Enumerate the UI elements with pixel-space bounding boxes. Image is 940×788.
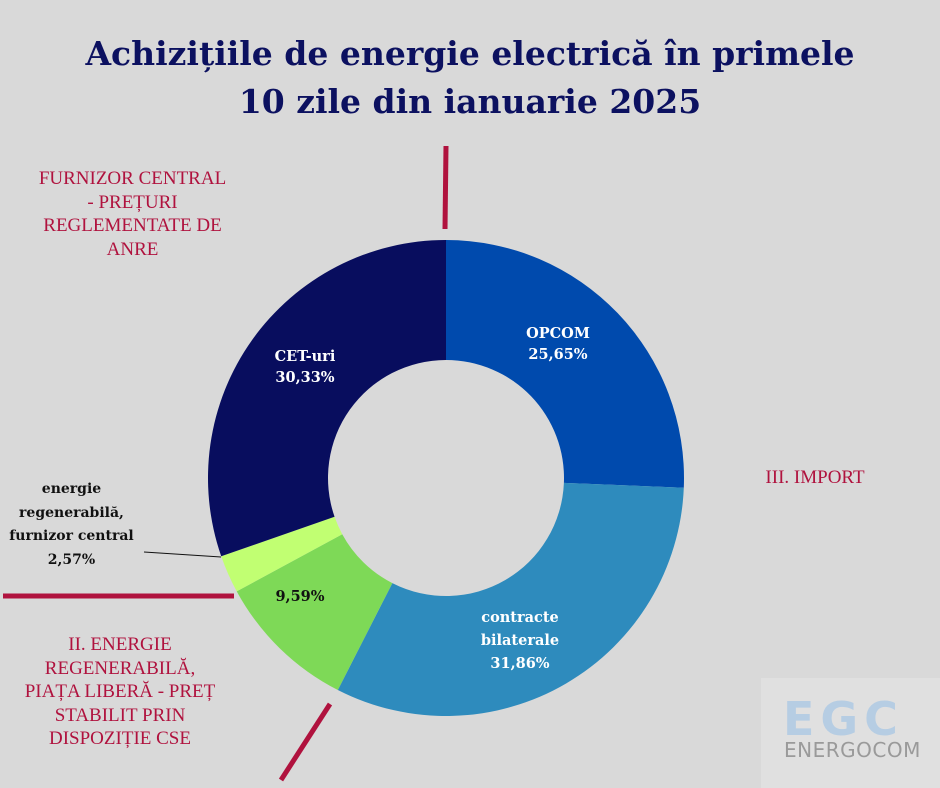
logo-mark: EGC: [783, 692, 904, 746]
donut-slice: [337, 482, 684, 716]
group-label-import: III. IMPORT: [765, 467, 865, 488]
slice-label-cet-uri: CET-uri 30,33%: [274, 348, 336, 386]
donut-slice: [221, 516, 343, 592]
logo-name: ENERGOCOM: [784, 738, 921, 762]
energocom-logo: EGC ENERGOCOM: [761, 678, 940, 788]
slice-label-regenerabila-furnizor: energie regenerabilă, furnizor central 2…: [9, 481, 134, 568]
title-line-1: Achizițiile de energie electrică în prim…: [85, 34, 855, 73]
donut-slice: [446, 240, 684, 488]
donut-slices: [207, 240, 684, 716]
slice-label-regenerabila-piata: 9,59%: [275, 588, 325, 605]
slice-label-contracte-bilaterale: contracte bilaterale 31,86%: [480, 609, 560, 672]
slice-label-opcom: OPCOM 25,65%: [526, 325, 590, 363]
separator-top: [442, 145, 449, 230]
leader-line: [143, 551, 222, 558]
donut-slice: [236, 534, 393, 690]
title-line-2: 10 zile din ianuarie 2025: [238, 82, 702, 121]
chart-title: Achizițiile de energie electrică în prim…: [0, 30, 940, 126]
group-label-energie-regenerabila: II. ENERGIE REGENERABILĂ, PIAȚA LIBERĂ -…: [24, 634, 216, 749]
donut-slice: [207, 240, 446, 557]
separator-bottom: [278, 702, 333, 782]
group-label-furnizor-central: FURNIZOR CENTRAL - PREȚURI REGLEMENTATE …: [38, 168, 227, 260]
